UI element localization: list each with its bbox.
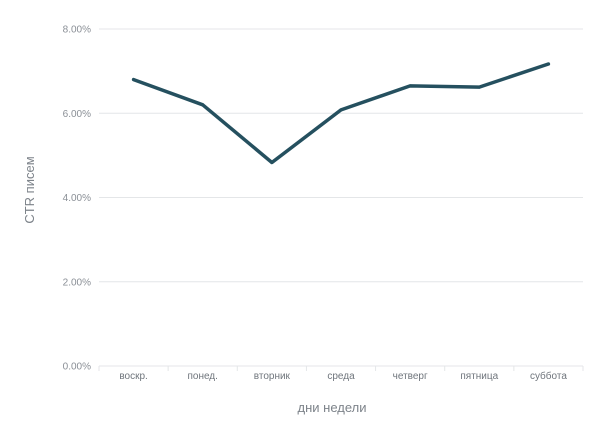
x-tick-label: понед. xyxy=(187,371,217,382)
data-point xyxy=(270,161,274,165)
y-axis-label: CTR писем xyxy=(22,156,37,223)
y-tick-label: 6.00% xyxy=(63,109,91,120)
data-point xyxy=(339,108,343,112)
x-tick-label: четверг xyxy=(393,371,428,382)
y-tick-label: 0.00% xyxy=(63,362,91,373)
data-point xyxy=(546,62,550,66)
x-tick-labels: воскр. понед. вторник среда четверг пятница су… xyxy=(119,370,567,382)
x-tick-label: вторник xyxy=(254,371,291,382)
x-tick-label: среда xyxy=(327,371,355,382)
data-point xyxy=(477,85,481,89)
y-tick-label: 8.00% xyxy=(63,25,91,36)
x-axis-label: дни недели xyxy=(298,400,367,415)
y-tick-label: 4.00% xyxy=(63,193,91,204)
y-tick-labels: 0.00% 2.00% 4.00% 6.00% 8.00% xyxy=(63,25,91,373)
data-point xyxy=(408,84,412,88)
data-point xyxy=(201,103,205,107)
x-tick-label: воскр. xyxy=(119,371,147,382)
data-point xyxy=(132,78,136,82)
x-tick-label: пятница xyxy=(460,371,498,382)
grid-lines xyxy=(98,28,584,371)
y-tick-label: 2.00% xyxy=(63,277,91,288)
series-group xyxy=(131,62,551,165)
x-tick-label: суббота xyxy=(530,370,567,382)
